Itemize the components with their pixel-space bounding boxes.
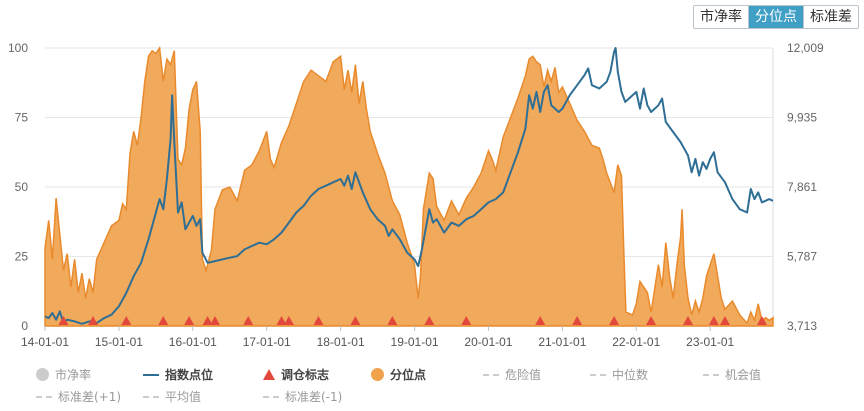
legend-dash-icon xyxy=(483,373,499,376)
rebalance-marker xyxy=(756,316,767,325)
percentile-area xyxy=(44,45,774,327)
legend-item[interactable]: 平均值 xyxy=(143,388,201,405)
tab-stddev[interactable]: 标准差 xyxy=(803,6,858,28)
legend-label: 危险值 xyxy=(505,368,542,382)
y-left-tick-label: 100 xyxy=(8,41,28,55)
legend-label: 市净率 xyxy=(55,368,92,382)
x-tick-label: 17-01-01 xyxy=(243,335,291,349)
rebalance-marker xyxy=(609,316,620,325)
tab-percentile[interactable]: 分位点 xyxy=(748,6,803,28)
chart-legend: 市净率 指数点位 调仓标志 分位点 危险值 中位数 机会值 标准差(+1) 平均值 标准差(-1… xyxy=(0,366,864,410)
legend-item[interactable]: 危险值 xyxy=(483,366,541,383)
legend-dot-icon xyxy=(36,368,49,381)
rebalance-marker xyxy=(708,316,719,325)
rebalance-marker xyxy=(719,316,730,325)
legend-label: 调仓标志 xyxy=(281,368,330,382)
legend-label: 标准差(+1) xyxy=(58,390,122,404)
legend-item[interactable]: 指数点位 xyxy=(143,366,213,383)
rebalance-marker xyxy=(646,316,657,325)
x-tick-label: 15-01-01 xyxy=(95,335,143,349)
legend-item[interactable]: 调仓标志 xyxy=(263,366,329,383)
rebalance-marker xyxy=(387,316,398,325)
rebalance-marker xyxy=(461,316,472,325)
x-tick-label: 19-01-01 xyxy=(391,335,439,349)
y-left-tick-label: 25 xyxy=(15,250,29,264)
y-left-tick-label: 50 xyxy=(15,180,29,194)
rebalance-marker xyxy=(58,316,69,325)
legend-dash-icon xyxy=(263,395,279,398)
rebalance-marker xyxy=(243,316,254,325)
rebalance-marker xyxy=(350,316,361,325)
x-tick-label: 23-01-01 xyxy=(686,335,734,349)
legend-item[interactable]: 中位数 xyxy=(590,366,648,383)
legend-label: 中位数 xyxy=(612,368,649,382)
legend-dash-icon xyxy=(143,395,159,398)
rebalance-marker xyxy=(683,316,694,325)
legend-dash-icon xyxy=(590,373,606,376)
y-right-tick-label: 5,787 xyxy=(787,250,817,264)
index-line xyxy=(44,47,774,325)
y-right-tick-label: 12,009 xyxy=(787,41,824,55)
legend-item[interactable]: 机会值 xyxy=(703,366,761,383)
legend-triangle-icon xyxy=(263,369,275,380)
legend-dash-icon xyxy=(36,395,52,398)
rebalance-marker xyxy=(313,316,324,325)
rebalance-marker xyxy=(283,316,294,325)
x-tick-label: 22-01-01 xyxy=(612,335,660,349)
legend-label: 平均值 xyxy=(165,390,202,404)
x-tick-label: 16-01-01 xyxy=(169,335,217,349)
rebalance-marker xyxy=(572,316,583,325)
x-tick-label: 21-01-01 xyxy=(538,335,586,349)
tab-pb[interactable]: 市净率 xyxy=(694,6,748,28)
legend-item[interactable]: 标准差(+1) xyxy=(36,388,121,405)
rebalance-marker xyxy=(202,316,213,325)
legend-dash-icon xyxy=(703,373,719,376)
valuation-chart: 0 25 50 75 100 3,713 5,787 7,861 9,935 12,009 14-0… xyxy=(8,41,824,349)
legend-line-icon xyxy=(143,373,159,376)
x-tick-label: 14-01-01 xyxy=(21,335,69,349)
metric-tabs: 市净率 分位点 标准差 xyxy=(693,5,859,29)
rebalance-marker xyxy=(209,316,220,325)
rebalance-marker xyxy=(158,316,169,325)
legend-label: 机会值 xyxy=(725,368,762,382)
rebalance-marker xyxy=(535,316,546,325)
x-tick-label: 18-01-01 xyxy=(317,335,365,349)
y-right-tick-label: 7,861 xyxy=(787,180,817,194)
y-right-tick-label: 3,713 xyxy=(787,319,817,333)
legend-item[interactable]: 分位点 xyxy=(371,366,426,383)
y-right-tick-label: 9,935 xyxy=(787,111,817,125)
rebalance-marker xyxy=(121,316,132,325)
y-left-tick-label: 75 xyxy=(15,111,29,125)
x-tick-label: 20-01-01 xyxy=(464,335,512,349)
legend-dot-icon xyxy=(371,368,384,381)
legend-label: 分位点 xyxy=(390,368,427,382)
rebalance-marker xyxy=(276,316,287,325)
legend-item[interactable]: 标准差(-1) xyxy=(263,388,342,405)
rebalance-marker xyxy=(184,316,195,325)
y-left-tick-label: 0 xyxy=(21,319,28,333)
legend-item[interactable]: 市净率 xyxy=(36,366,91,383)
legend-label: 指数点位 xyxy=(165,368,214,382)
legend-label: 标准差(-1) xyxy=(285,390,343,404)
rebalance-marker xyxy=(424,316,435,325)
rebalance-marker xyxy=(88,316,99,325)
